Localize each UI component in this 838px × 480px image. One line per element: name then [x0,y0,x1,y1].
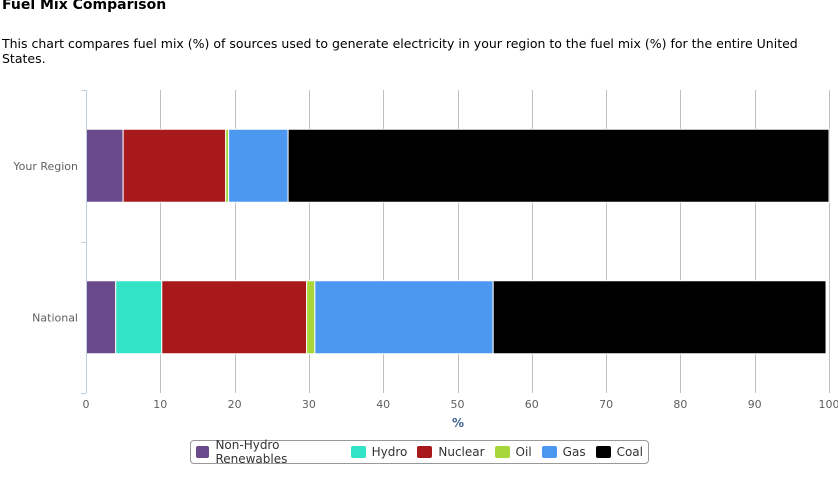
legend-swatch [494,446,510,458]
legend-label: Oil [515,445,532,459]
x-tick-label: 20 [228,398,242,411]
x-tick-label: 30 [302,398,316,411]
x-tick-label: 100 [819,398,838,411]
legend-label: Coal [616,445,643,459]
legend-item[interactable]: Hydro [350,445,408,459]
bars-group [85,128,830,355]
bar-segment[interactable] [85,128,124,203]
bar-segment[interactable] [314,280,494,355]
x-tick-label: 10 [153,398,167,411]
bar-segment[interactable] [122,128,227,203]
bar-segment[interactable] [287,128,830,203]
bar-segment[interactable] [492,280,827,355]
y-tick-label: National [32,311,78,324]
chart-title: Fuel Mix Comparison [2,0,167,13]
bar-segment[interactable] [115,280,163,355]
bar-segment[interactable] [85,280,117,355]
legend-swatch [595,446,611,458]
legend-label: Hydro [371,445,408,459]
legend-label: Nuclear [438,445,485,459]
y-tick-label: Your Region [12,160,78,173]
x-tick-label: 0 [83,398,90,411]
legend-item[interactable]: Oil [494,445,532,459]
bar-segment[interactable] [306,280,316,355]
legend-swatch [541,446,557,458]
legend-label: Non-Hydro Renewables [215,438,288,466]
legend-swatch [196,446,210,458]
legend-item[interactable]: Gas [541,445,586,459]
bar-segment[interactable] [228,128,289,203]
legend-item[interactable]: Non-Hydro Renewables [196,438,341,466]
legend-swatch [417,446,433,458]
x-tick-label: 40 [376,398,390,411]
legend-item[interactable]: Coal [595,445,643,459]
x-tick-label: 80 [673,398,687,411]
chart-description: This chart compares fuel mix (%) of sour… [2,36,798,66]
bar-segment[interactable] [161,280,308,355]
legend: Non-Hydro Renewables Hydro Nuclear Oil Gas Co… [190,438,649,466]
x-tick-label: 90 [748,398,762,411]
x-tick-label: 70 [599,398,613,411]
legend-swatch [350,446,366,458]
x-tick-label: 60 [525,398,539,411]
legend-item[interactable]: Nuclear [417,445,485,459]
x-axis-label: % [452,416,464,430]
legend-label: Gas [562,445,586,459]
axes-group: 0 10 20 30 40 50 60 70 80 90 100 Your Region Nationa… [12,90,838,411]
x-tick-label: 50 [451,398,465,411]
